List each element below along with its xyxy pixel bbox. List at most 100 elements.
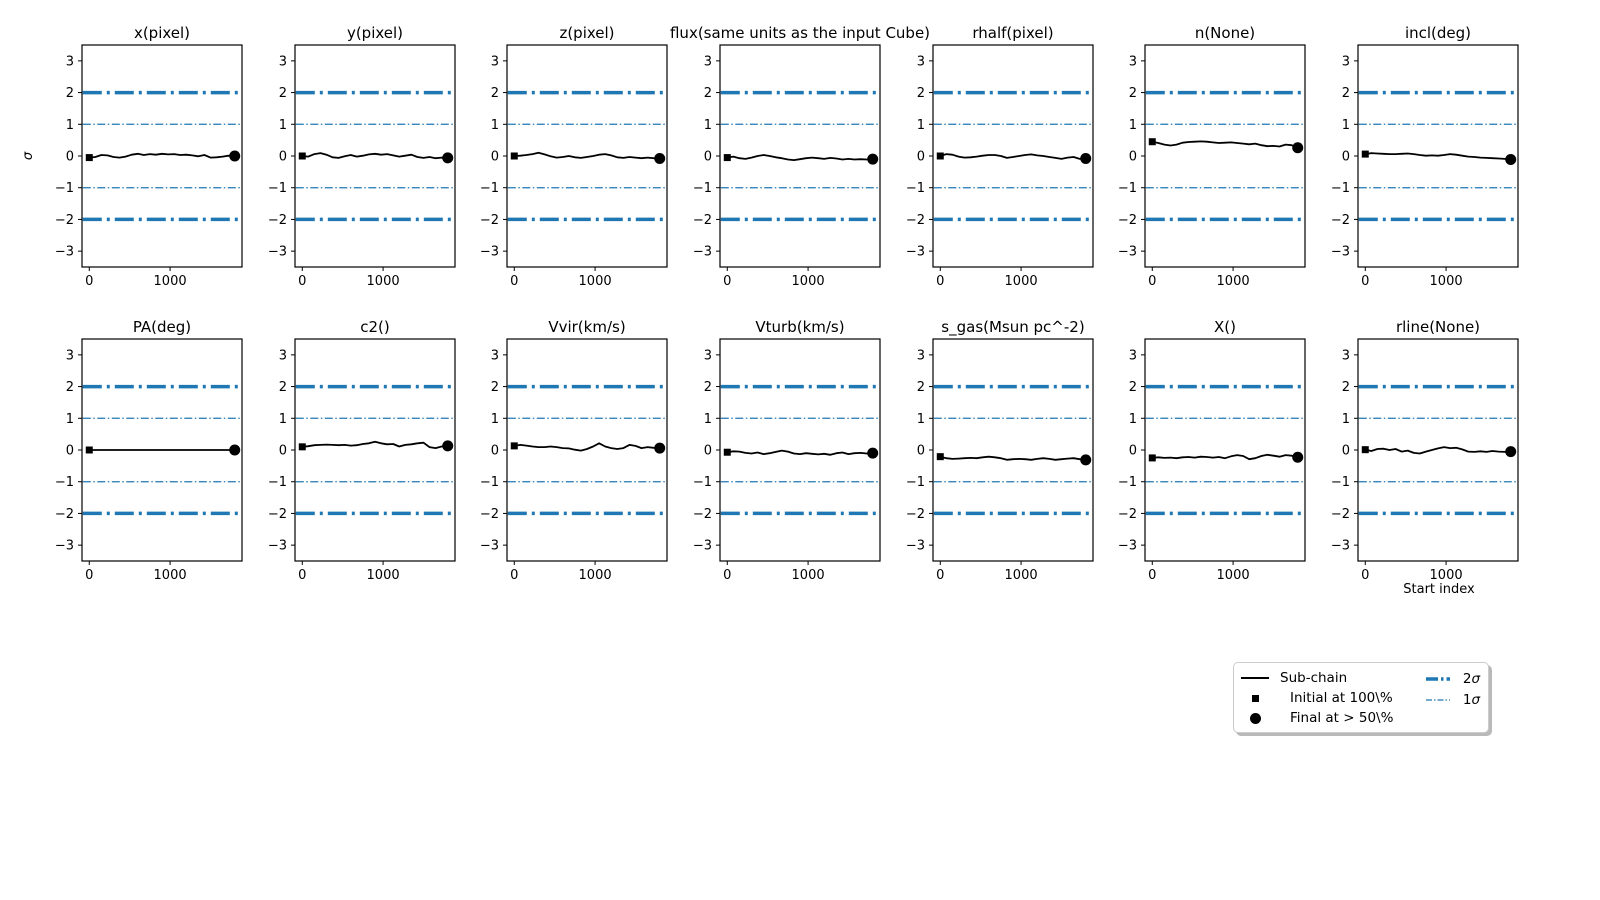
y-tick-label: −1	[55, 181, 74, 196]
y-tick-label: −1	[1118, 181, 1137, 196]
y-tick-label: 2	[66, 86, 74, 101]
subplot-title: Vvir(km/s)	[548, 318, 625, 336]
subchain-trace	[939, 455, 1087, 461]
y-tick-label: 0	[1129, 444, 1137, 459]
y-tick-label: 3	[1342, 54, 1350, 69]
subchain-trace	[513, 442, 661, 452]
y-tick-label: 3	[1129, 54, 1137, 69]
axes-frame	[719, 338, 881, 562]
subplot-title: n(None)	[1195, 24, 1255, 42]
y-tick-label: 0	[917, 444, 925, 459]
initial-marker	[936, 152, 944, 160]
y-tick-label: −1	[268, 181, 287, 196]
legend-label-final: Final at > 50\%	[1290, 710, 1394, 726]
x-tick-label: 1000	[1430, 274, 1463, 289]
y-tick-label: 3	[279, 348, 287, 363]
y-tick-label: −2	[268, 213, 287, 228]
x-tick-label: 1000	[579, 274, 612, 289]
subchain-trace	[939, 153, 1087, 160]
subplot-title: incl(deg)	[1405, 24, 1471, 42]
x-axis-label: Start index	[1403, 582, 1475, 597]
y-tick-label: −2	[480, 507, 499, 522]
y-tick-label: −1	[1331, 181, 1350, 196]
subplot-axes: incl(deg) 3 2 1 0 −1 −2 −3 0 1000	[1331, 24, 1519, 289]
y-tick-label: 1	[1129, 118, 1137, 133]
x-tick-label: 0	[1361, 274, 1369, 289]
x-tick-label: 0	[298, 274, 306, 289]
legend-column-right: 2σ 1σ	[1423, 668, 1482, 728]
subplot-title: flux(same units as the input Cube)	[670, 24, 930, 42]
subplot-x: X() 3 2 1 0 −1 −2 −3 0 1000	[1105, 313, 1315, 597]
axes-frame	[506, 44, 668, 268]
final-marker	[867, 447, 879, 459]
x-tick-label: 0	[723, 568, 731, 583]
y-tick-label: 1	[917, 118, 925, 133]
final-marker	[1292, 451, 1304, 463]
axes-frame	[1144, 44, 1306, 268]
y-tick-label: −2	[268, 507, 287, 522]
y-tick-label: 0	[66, 444, 74, 459]
y-tick-label: −3	[1331, 245, 1350, 260]
final-marker	[1080, 454, 1092, 466]
y-tick-label: −3	[906, 539, 925, 554]
y-tick-label: −1	[480, 181, 499, 196]
subplot-axes: c2() 3 2 1 0 −1 −2 −3 0 1000	[268, 318, 456, 583]
x-tick-label: 0	[1361, 568, 1369, 583]
y-tick-label: −3	[268, 245, 287, 260]
y-tick-label: −1	[1118, 475, 1137, 490]
y-tick-label: −1	[1331, 475, 1350, 490]
y-tick-label: 1	[66, 412, 74, 427]
x-tick-label: 1000	[367, 568, 400, 583]
y-tick-label: 1	[279, 118, 287, 133]
subchain-trace	[1364, 446, 1512, 455]
initial-marker	[85, 446, 93, 454]
y-tick-label: 1	[704, 412, 712, 427]
axes-frame	[506, 338, 668, 562]
subplot-axes: X() 3 2 1 0 −1 −2 −3 0 1000	[1118, 318, 1306, 583]
subchain-trace	[726, 449, 874, 456]
y-tick-label: 1	[491, 118, 499, 133]
initial-marker	[85, 154, 93, 162]
final-marker	[442, 440, 454, 452]
x-tick-label: 0	[1148, 274, 1156, 289]
y-tick-label: −2	[1331, 507, 1350, 522]
x-tick-label: 0	[85, 568, 93, 583]
subplot-c2: c2() 3 2 1 0 −1 −2 −3 0 1000	[255, 313, 465, 597]
y-tick-label: −2	[1118, 507, 1137, 522]
final-marker	[654, 442, 666, 454]
final-marker	[229, 444, 241, 456]
final-marker	[1505, 446, 1517, 458]
legend-column-left: Sub-chain Initial at 100\% Final at > 50…	[1240, 668, 1394, 728]
y-tick-label: 2	[1129, 380, 1137, 395]
subchain-trace	[1364, 152, 1512, 161]
y-tick-label: −1	[693, 181, 712, 196]
subchain-trace	[301, 440, 449, 450]
subchain-trace	[301, 152, 449, 160]
x-tick-label: 1000	[1005, 274, 1038, 289]
y-tick-label: 0	[491, 444, 499, 459]
y-tick-label: −2	[1331, 213, 1350, 228]
y-tick-label: −2	[480, 213, 499, 228]
legend-entry-final: Final at > 50\%	[1240, 708, 1394, 728]
y-tick-label: 2	[1342, 380, 1350, 395]
y-tick-label: −2	[693, 507, 712, 522]
legend-label-2sigma: 2σ	[1462, 670, 1480, 687]
y-tick-label: 2	[279, 380, 287, 395]
initial-marker	[1361, 150, 1369, 158]
y-tick-label: −1	[268, 475, 287, 490]
y-tick-label: 2	[704, 380, 712, 395]
subchain-trace	[513, 151, 661, 160]
x-tick-label: 1000	[1217, 274, 1250, 289]
y-tick-label: 1	[66, 118, 74, 133]
one-sigma-line-sample	[1423, 697, 1453, 703]
y-tick-label: 3	[917, 348, 925, 363]
x-tick-label: 1000	[154, 274, 187, 289]
y-tick-label: −1	[906, 475, 925, 490]
legend-entry-1sigma: 1σ	[1423, 689, 1480, 710]
final-marker	[1292, 142, 1304, 154]
y-tick-label: 0	[66, 150, 74, 165]
final-marker	[1080, 153, 1092, 165]
y-tick-label: −3	[480, 539, 499, 554]
y-tick-label: 2	[917, 380, 925, 395]
